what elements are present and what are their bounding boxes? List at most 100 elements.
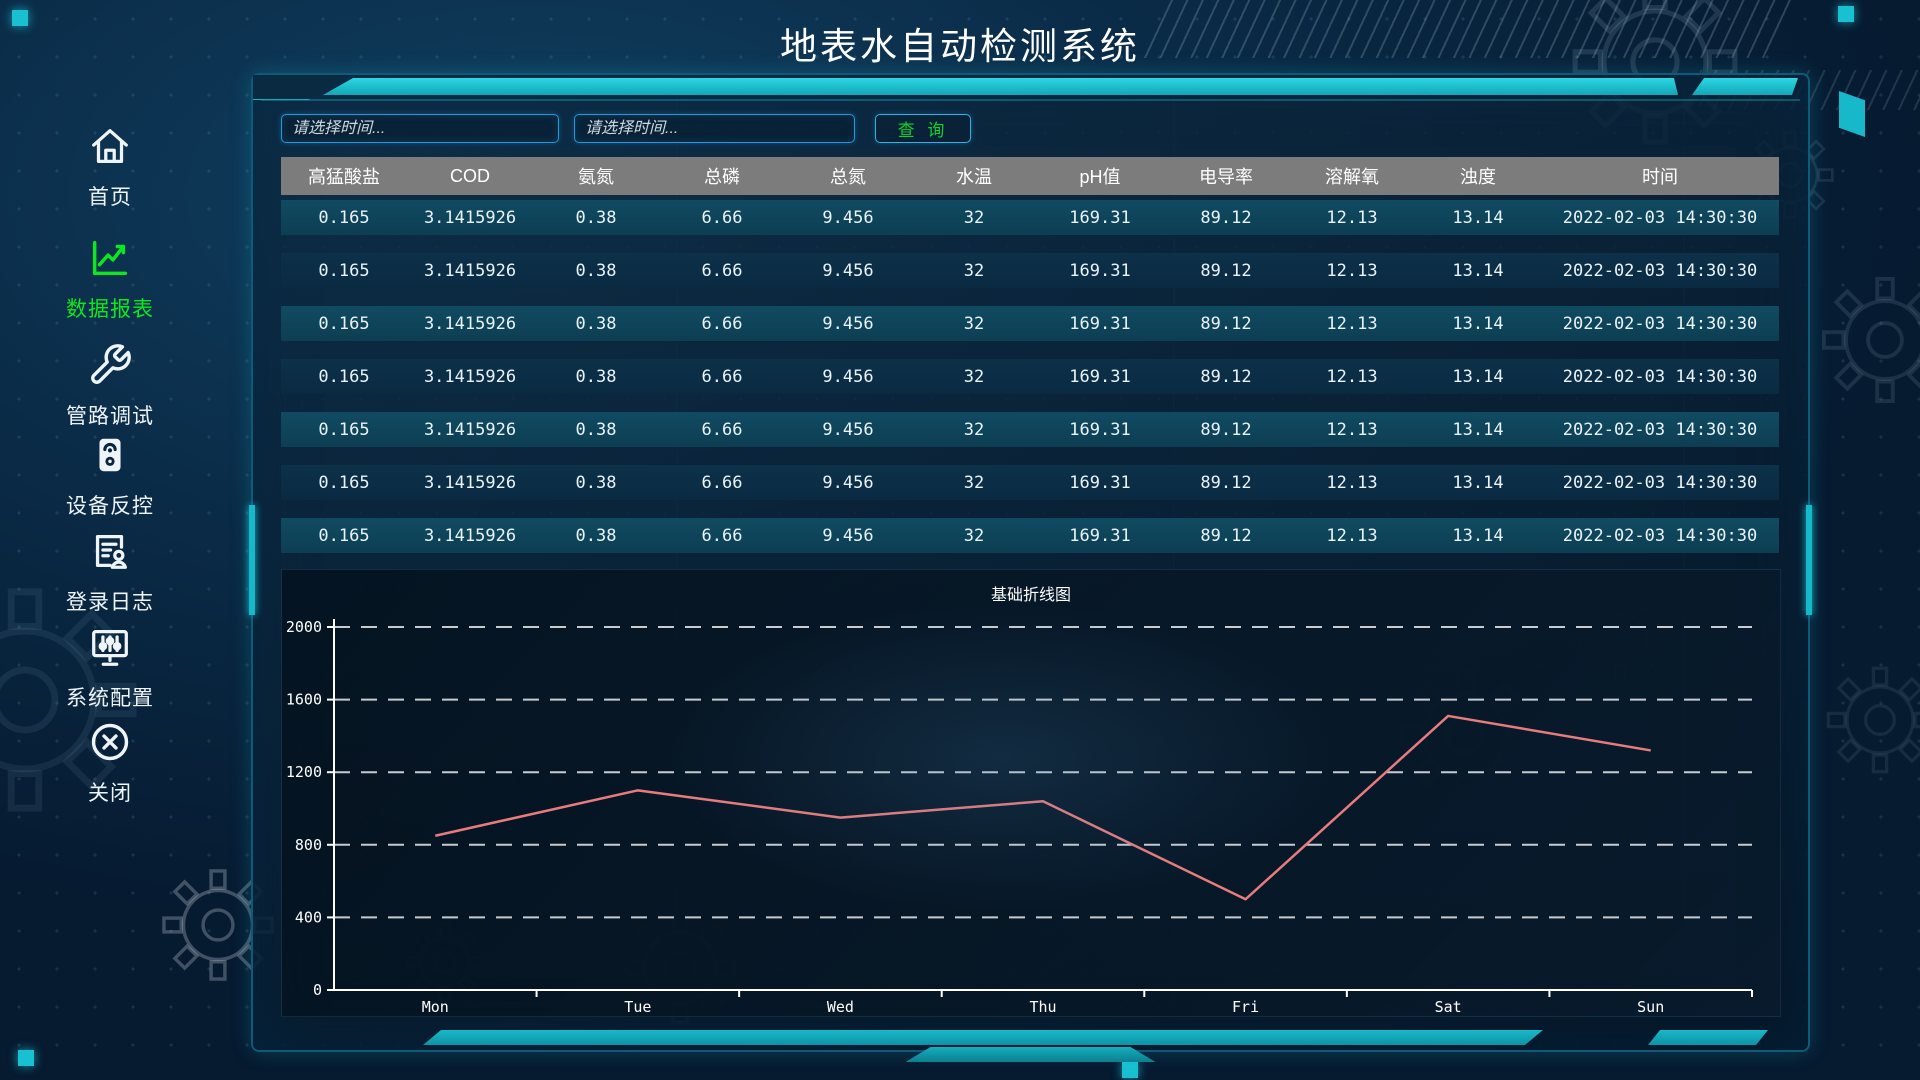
table-cell: 89.12	[1200, 207, 1252, 228]
table-cell: 3.1415926	[423, 260, 517, 281]
table-cell: 0.165	[318, 525, 370, 546]
table-cell: 3.1415926	[423, 525, 517, 546]
frame-corner-decoration	[253, 75, 349, 100]
table-cell: 0.38	[575, 472, 617, 493]
table-cell: 32	[963, 260, 985, 281]
table-cell: 3.1415926	[423, 207, 517, 228]
sidebar-item-label: 管路调试	[66, 405, 154, 428]
table-cell: 0.165	[318, 419, 370, 440]
x-axis-tick-label: Sat	[1435, 998, 1462, 1016]
y-axis-tick-label: 1200	[286, 763, 322, 781]
table-row: 0.165 3.1415926 0.38 6.66 9.456 32 169.31 89.12…	[281, 306, 1779, 341]
frame-bottom-bar-segment	[1648, 1030, 1768, 1045]
y-axis-tick-label: 800	[295, 836, 322, 854]
table-cell: 12.13	[1326, 525, 1378, 546]
table-cell: 89.12	[1200, 525, 1252, 546]
table-header-cell: 水温	[956, 167, 992, 187]
table-header-cell: 总磷	[704, 167, 740, 187]
table-cell: 6.66	[701, 260, 743, 281]
sidebar-item-label: 首页	[88, 186, 132, 209]
x-axis-tick-label: Sun	[1637, 998, 1664, 1016]
table-cell: 9.456	[822, 313, 874, 334]
sidebar-item-label: 数据报表	[66, 298, 154, 321]
table-row: 0.165 3.1415926 0.38 6.66 9.456 32 169.31 89.12…	[281, 465, 1779, 500]
table-cell: 12.13	[1326, 313, 1378, 334]
table-cell: 0.38	[575, 525, 617, 546]
table-cell: 89.12	[1200, 260, 1252, 281]
table-cell: 32	[963, 419, 985, 440]
table-cell: 32	[963, 366, 985, 387]
cyan-square-decoration	[12, 10, 28, 26]
table-cell: 0.165	[318, 313, 370, 334]
table-row: 0.165 3.1415926 0.38 6.66 9.456 32 169.31 89.12…	[281, 412, 1779, 447]
sidebar-item-system-config[interactable]: 系统配置	[58, 624, 162, 712]
sidebar-item-data-report[interactable]: 数据报表	[58, 235, 162, 323]
sidebar-item-close[interactable]: 关闭	[58, 719, 162, 807]
y-axis-tick-label: 400	[295, 908, 322, 926]
x-axis-tick-label: Fri	[1232, 998, 1259, 1016]
frame-side-strip	[1806, 505, 1812, 615]
table-cell: 3.1415926	[423, 472, 517, 493]
table-cell: 9.456	[822, 525, 874, 546]
table-cell: 12.13	[1326, 207, 1378, 228]
line-chart-svg: 0 400 800 1200 1600 2000 Mon Tue Wed Thu Fri Sat Sun…	[286, 586, 1753, 1016]
chart-title: 基础折线图	[991, 586, 1071, 604]
sidebar-item-label: 关闭	[88, 782, 132, 805]
start-time-input[interactable]	[281, 114, 559, 143]
table-cell: 0.165	[318, 366, 370, 387]
table-cell: 32	[963, 472, 985, 493]
table-cell: 0.165	[318, 207, 370, 228]
frame-top-bar-segment	[1692, 78, 1798, 95]
table-cell: 89.12	[1200, 366, 1252, 387]
data-table: 0.165 3.1415926 0.38 6.66 9.456 32 169.31 89.12…	[281, 200, 1779, 571]
table-cell: 13.14	[1452, 472, 1504, 493]
table-cell: 6.66	[701, 525, 743, 546]
frame-bottom-bar	[423, 1030, 1543, 1045]
table-cell: 0.38	[575, 260, 617, 281]
table-cell: 13.14	[1452, 525, 1504, 546]
page-title: 地表水自动检测系统	[780, 26, 1140, 67]
query-button[interactable]: 查 询	[875, 114, 971, 143]
y-axis-tick-label: 2000	[286, 618, 322, 636]
device-icon	[99, 438, 121, 472]
x-axis-tick-label: Thu	[1029, 998, 1056, 1016]
table-row: 0.165 3.1415926 0.38 6.66 9.456 32 169.31 89.12…	[281, 518, 1779, 553]
sidebar-item-pipeline-debug[interactable]: 管路调试	[58, 342, 162, 430]
table-cell: 9.456	[822, 260, 874, 281]
table-header-cell: COD	[450, 165, 490, 186]
table-cell: 2022-02-03 14:30:30	[1562, 525, 1758, 546]
table-cell: 169.31	[1069, 313, 1131, 334]
end-time-input[interactable]	[574, 114, 855, 143]
sidebar-item-label: 设备反控	[66, 495, 154, 518]
table-cell: 169.31	[1069, 260, 1131, 281]
table-cell: 0.165	[318, 472, 370, 493]
table-cell: 2022-02-03 14:30:30	[1562, 260, 1758, 281]
frame-top-bar	[323, 78, 1678, 95]
home-icon	[92, 129, 128, 163]
x-axis-tick-label: Mon	[422, 998, 449, 1016]
table-cell: 32	[963, 207, 985, 228]
table-cell: 12.13	[1326, 419, 1378, 440]
sidebar-item-login-log[interactable]: 登录日志	[58, 528, 162, 616]
table-cell: 0.38	[575, 419, 617, 440]
table-cell: 3.1415926	[423, 419, 517, 440]
chart-series-line	[435, 714, 1651, 901]
sidebar-item-home[interactable]: 首页	[58, 123, 162, 211]
table-cell: 6.66	[701, 366, 743, 387]
x-axis-tick-label: Wed	[827, 998, 854, 1016]
cyan-square-decoration	[18, 1050, 34, 1066]
cyan-square-decoration	[1122, 1062, 1138, 1078]
table-cell: 3.1415926	[423, 366, 517, 387]
sliders-icon	[92, 630, 128, 666]
table-cell: 89.12	[1200, 313, 1252, 334]
frame-bottom-tab	[905, 1047, 1156, 1062]
table-cell: 2022-02-03 14:30:30	[1562, 366, 1758, 387]
table-cell: 169.31	[1069, 366, 1131, 387]
table-header-cell: 时间	[1642, 167, 1678, 187]
sidebar-item-device-control[interactable]: 设备反控	[58, 432, 162, 520]
sidebar-item-label: 系统配置	[66, 687, 154, 710]
table-cell: 13.14	[1452, 313, 1504, 334]
table-cell: 9.456	[822, 366, 874, 387]
y-axis-tick-label: 1600	[286, 691, 322, 709]
